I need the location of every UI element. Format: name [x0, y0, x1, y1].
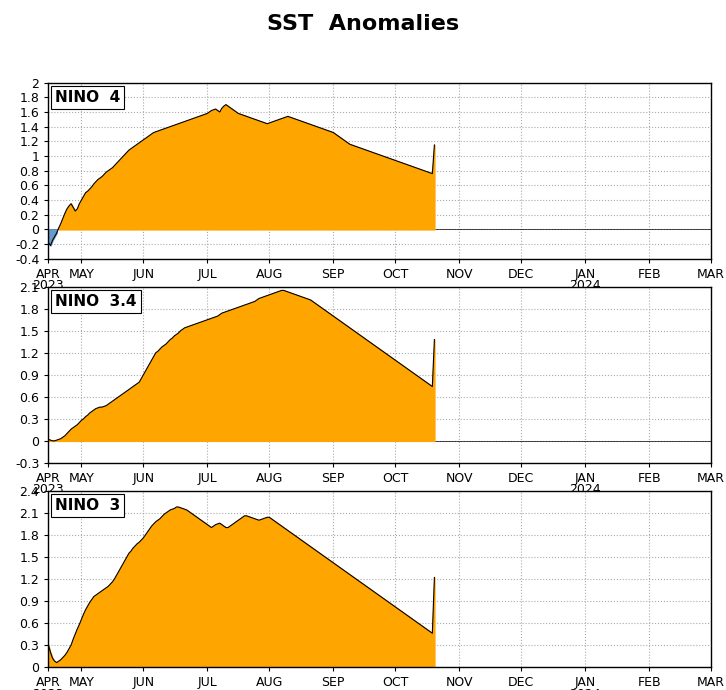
Text: NINO  3.4: NINO 3.4 — [55, 294, 136, 309]
Text: 2023: 2023 — [33, 279, 64, 293]
Text: 2024: 2024 — [569, 484, 601, 496]
Text: 2024: 2024 — [569, 687, 601, 690]
Text: 2023: 2023 — [33, 484, 64, 496]
Text: 2024: 2024 — [569, 279, 601, 293]
Text: NINO  3: NINO 3 — [55, 498, 121, 513]
Text: NINO  4: NINO 4 — [55, 90, 121, 105]
Text: 2023: 2023 — [33, 687, 64, 690]
Text: SST  Anomalies: SST Anomalies — [267, 14, 459, 34]
